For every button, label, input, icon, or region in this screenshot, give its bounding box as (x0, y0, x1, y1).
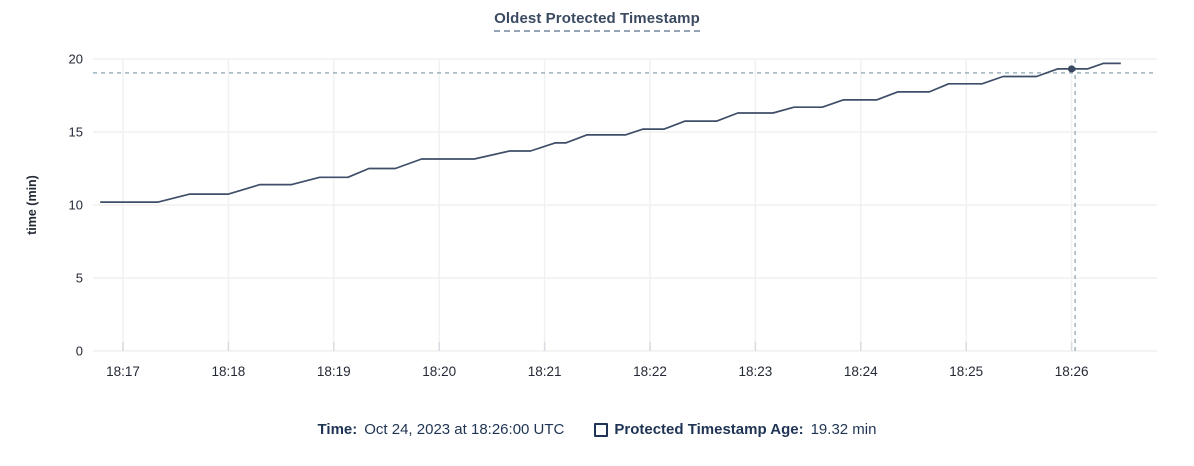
x-tick-label: 18:23 (739, 364, 773, 379)
series-label: Protected Timestamp Age: (614, 421, 804, 438)
x-tick-label: 18:26 (1055, 364, 1089, 379)
x-tick-label: 18:17 (106, 364, 140, 379)
hover-point-dot (1068, 65, 1076, 73)
series-checkbox-icon[interactable] (594, 422, 609, 437)
x-tick-label: 18:18 (212, 364, 246, 379)
x-tick-label: 18:20 (422, 364, 456, 379)
y-tick-label: 15 (69, 125, 83, 140)
y-tick-label: 5 (76, 271, 83, 286)
series-line (100, 62, 1121, 203)
x-tick-label: 18:22 (633, 364, 667, 379)
x-tick-label: 18:19 (317, 364, 351, 379)
chart-title[interactable]: Oldest Protected Timestamp (494, 10, 700, 32)
y-tick-label: 20 (69, 52, 83, 67)
series-value: 19.32 min (810, 421, 877, 438)
x-tick-label: 18:24 (844, 364, 878, 379)
time-label: Time: (317, 421, 358, 438)
time-value: Oct 24, 2023 at 18:26:00 UTC (364, 421, 565, 438)
x-gridlines: 18:17 18:18 18:19 18:20 18:21 18:22 18:23 18:24… (106, 59, 1088, 379)
x-tick-label: 18:21 (528, 364, 562, 379)
chart-title-row: Oldest Protected Timestamp (0, 10, 1194, 32)
x-tick-label: 18:25 (949, 364, 983, 379)
y-gridlines: 0 5 10 15 20 (69, 52, 1157, 359)
y-tick-label: 10 (69, 198, 83, 213)
y-tick-label: 0 (76, 344, 83, 359)
chart-legend: Time: Oct 24, 2023 at 18:26:00 UTC Prote… (0, 421, 1194, 438)
